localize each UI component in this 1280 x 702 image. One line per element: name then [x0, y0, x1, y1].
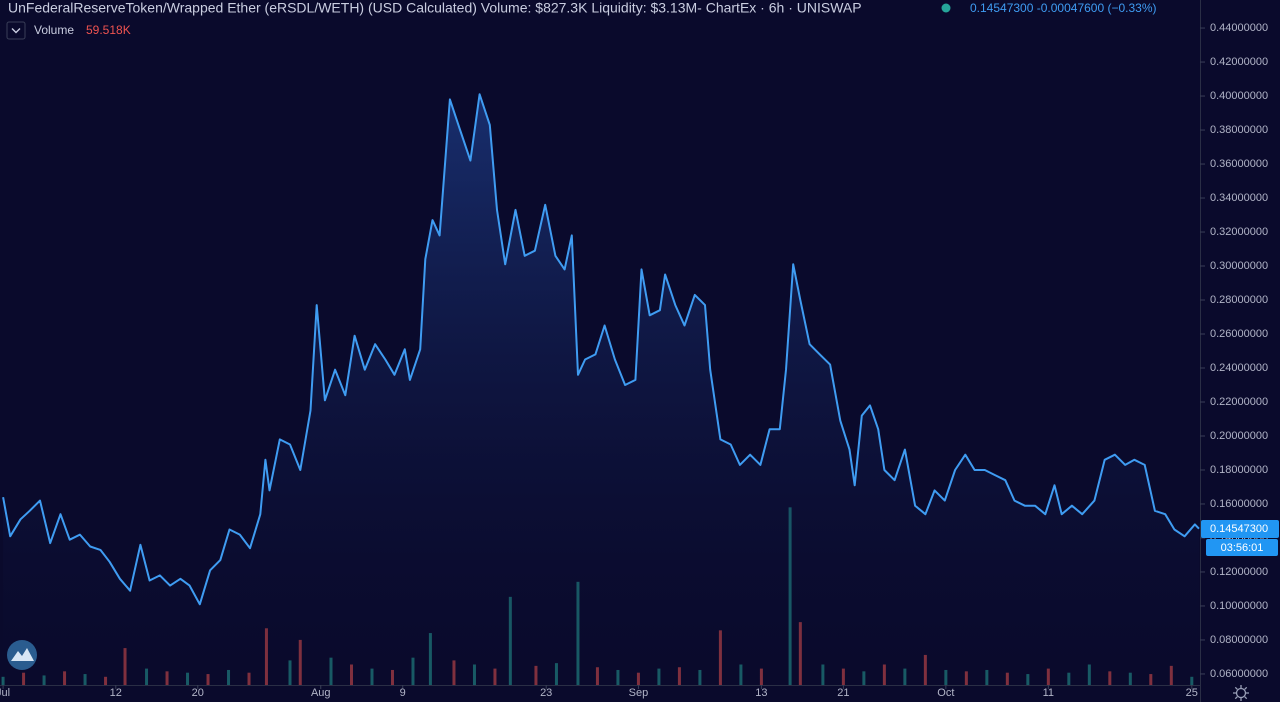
logo[interactable] [7, 640, 37, 670]
plot-area [1, 93, 1200, 685]
volume-bar [1, 676, 5, 685]
volume-last: 59.518K [86, 23, 131, 37]
x-tick-label: 13 [755, 687, 767, 699]
y-tick-label: 0.08000000 [1210, 634, 1268, 646]
volume-legend: Volume [34, 23, 74, 37]
gear-teeth [1233, 685, 1249, 701]
price-change: -0.00047600 [1037, 1, 1105, 15]
x-tick-label: 9 [400, 687, 406, 699]
x-tick-label: 25 [1186, 687, 1198, 699]
y-tick-label: 0.44000000 [1210, 22, 1268, 34]
y-tick-label: 0.38000000 [1210, 124, 1268, 136]
y-tick-label: 0.16000000 [1210, 498, 1268, 510]
status-dot [941, 3, 951, 13]
x-tick-label: 12 [110, 687, 122, 699]
last-price-label: 0.14547300 [1210, 523, 1268, 535]
y-tick-label: 0.30000000 [1210, 260, 1268, 272]
x-tick-label: Aug [311, 687, 331, 699]
x-tick-label: 20 [192, 687, 204, 699]
y-tick-label: 0.18000000 [1210, 464, 1268, 476]
countdown-badge [1206, 539, 1278, 556]
y-tick-label: 0.28000000 [1210, 294, 1268, 306]
last-price-badge [1201, 520, 1279, 538]
y-tick-label: 0.10000000 [1210, 600, 1268, 612]
y-tick-label: 0.24000000 [1210, 362, 1268, 374]
y-tick-label: 0.20000000 [1210, 430, 1268, 442]
y-tick-label: 0.12000000 [1210, 566, 1268, 578]
price-change-pct: (−0.33%) [1108, 1, 1157, 15]
collapse-button[interactable] [6, 21, 26, 40]
chart-title: UnFederalReserveToken/Wrapped Ether (eRS… [8, 0, 862, 16]
x-tick-label: 23 [540, 687, 552, 699]
x-tick-label: Oct [937, 687, 954, 699]
x-tick-label: Sep [629, 687, 649, 699]
x-tick-label: 11 [1043, 687, 1054, 699]
y-tick-label: 0.34000000 [1210, 192, 1268, 204]
settings-icon[interactable] [1233, 685, 1249, 701]
y-tick-label: 0.06000000 [1210, 668, 1268, 680]
y-tick-label: 0.22000000 [1210, 396, 1268, 408]
price-line [2, 93, 1200, 606]
y-tick-label: 0.36000000 [1210, 158, 1268, 170]
y-tick-label: 0.26000000 [1210, 328, 1268, 340]
y-tick-label: 0.40000000 [1210, 90, 1268, 102]
countdown-label: 03:56:01 [1221, 542, 1264, 554]
x-tick-label: 21 [837, 687, 849, 699]
logo-icon [11, 648, 34, 661]
x-tick-label: Jul [0, 687, 10, 699]
last-price: 0.14547300 [970, 1, 1034, 15]
chevron-icon [11, 28, 21, 34]
price-summary: 0.14547300 -0.00047600 (−0.33%) [970, 1, 1157, 15]
price-area [3, 94, 1199, 685]
y-tick-label: 0.32000000 [1210, 226, 1268, 238]
y-tick-label: 0.42000000 [1210, 56, 1268, 68]
gear-ring [1235, 687, 1247, 699]
